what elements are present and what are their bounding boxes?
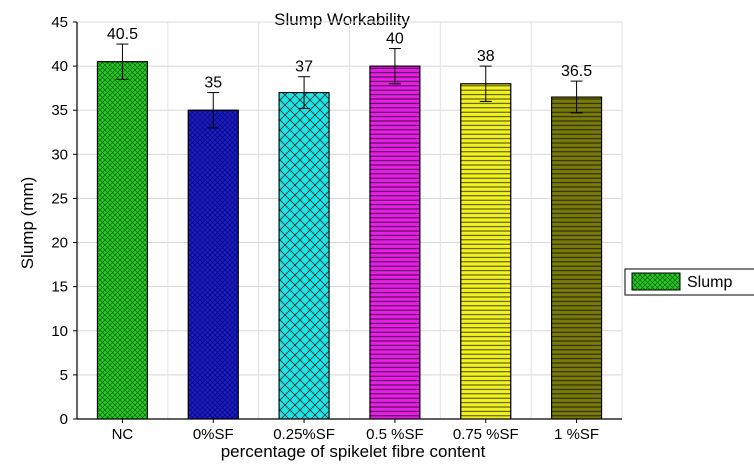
data-label: 40 bbox=[386, 30, 404, 47]
data-label: 36.5 bbox=[561, 63, 592, 80]
x-tick-label: 0.5 %SF bbox=[366, 426, 424, 443]
y-axis-title: Slump (mm) bbox=[18, 177, 37, 270]
y-tick-label: 15 bbox=[51, 279, 68, 296]
bar-pattern bbox=[278, 92, 330, 420]
data-label: 35 bbox=[204, 75, 222, 92]
y-tick-label: 45 bbox=[51, 14, 68, 31]
x-tick-label: 0%SF bbox=[193, 426, 234, 443]
bar-pattern bbox=[460, 83, 512, 420]
x-tick-label: 1 %SF bbox=[554, 426, 599, 443]
x-tick-label: NC bbox=[112, 426, 134, 443]
legend: Slump bbox=[624, 268, 754, 296]
y-tick-label: 5 bbox=[60, 367, 68, 384]
bar-pattern bbox=[187, 109, 239, 420]
gridlines bbox=[76, 21, 623, 420]
data-label: 38 bbox=[477, 48, 495, 65]
bar-pattern bbox=[96, 61, 148, 420]
y-tick-label: 30 bbox=[51, 146, 68, 163]
y-tick-label: 20 bbox=[51, 235, 68, 252]
x-tick-label: 0.25%SF bbox=[273, 426, 335, 443]
y-tick-label: 25 bbox=[51, 190, 68, 207]
legend-swatch-pattern bbox=[632, 273, 680, 290]
bars: 40.5 35 37 40 38 36.5 bbox=[96, 26, 603, 420]
bar-pattern bbox=[369, 65, 421, 420]
bar-pattern bbox=[551, 96, 603, 420]
x-axis-title: percentage of spikelet fibre content bbox=[221, 442, 486, 461]
data-label: 40.5 bbox=[107, 26, 138, 43]
y-tick-label: 40 bbox=[51, 58, 68, 75]
x-tick-label: 0.75 %SF bbox=[453, 426, 519, 443]
legend-label: Slump bbox=[687, 274, 732, 291]
chart-title: Slump Workability bbox=[274, 10, 410, 29]
y-tick-label: 35 bbox=[51, 102, 68, 119]
axes: 0 5 10 15 20 25 30 35 40 45 NC 0%SF 0.25%SF 0.5 %SF 0.… bbox=[51, 14, 622, 443]
y-tick-label: 0 bbox=[60, 411, 68, 428]
y-tick-label: 10 bbox=[51, 323, 68, 340]
data-label: 37 bbox=[295, 59, 313, 76]
